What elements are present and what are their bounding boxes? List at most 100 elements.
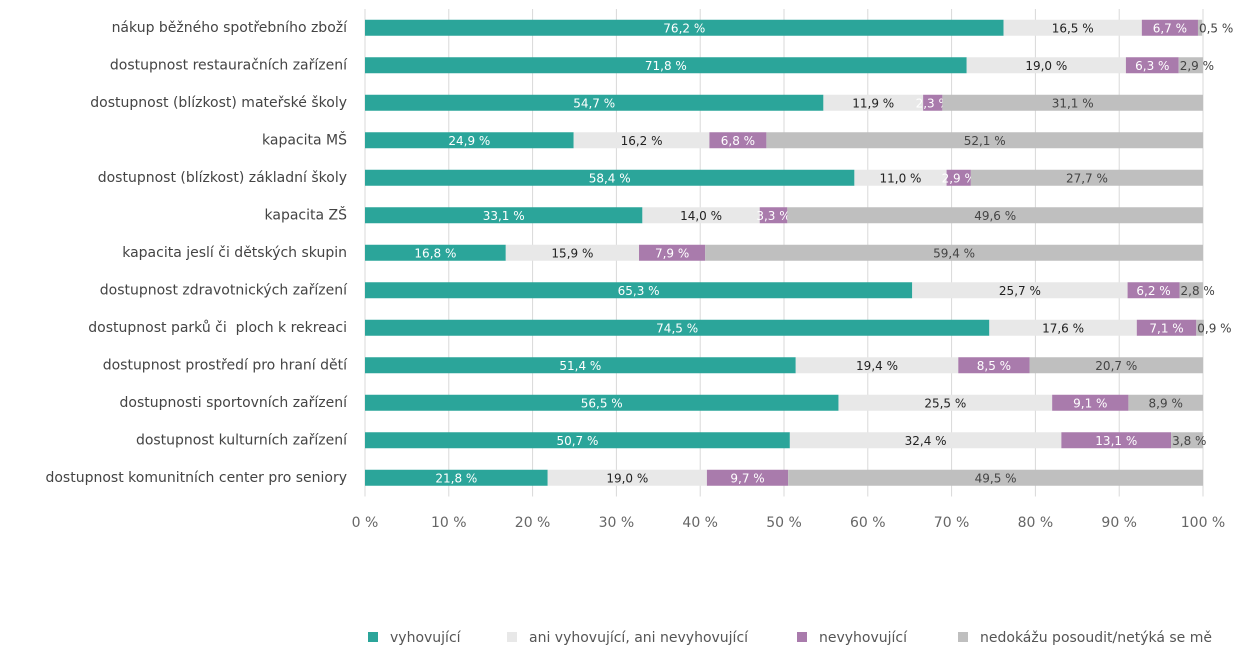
bar-segment — [706, 469, 789, 486]
legend-marker — [368, 632, 378, 642]
value-label: 71,8 % — [645, 59, 687, 73]
bar-segment — [1196, 319, 1204, 336]
bar-segment — [912, 282, 1128, 299]
y-tick-label: kapacita ZŠ — [265, 205, 348, 223]
value-label: 2,9 % — [1180, 59, 1214, 73]
value-label: 51,4 % — [559, 359, 601, 373]
bar-segment — [1179, 282, 1203, 299]
bar-segment — [789, 432, 1062, 449]
value-label: 11,9 % — [852, 96, 894, 110]
bar-segment — [639, 244, 706, 261]
y-tick-label: dostupnost (blízkost) mateřské školy — [90, 95, 347, 111]
bar-segment — [946, 169, 971, 186]
value-label: 3,8 % — [1172, 434, 1206, 448]
value-label: 6,8 % — [721, 134, 755, 148]
value-label: 8,5 % — [977, 359, 1011, 373]
value-label: 6,2 % — [1136, 284, 1170, 298]
value-label: 54,7 % — [573, 96, 615, 110]
legend-label: ani vyhovující, ani nevyhovující — [529, 630, 749, 646]
y-tick-label: dostupnost komunitních center pro senior… — [45, 470, 347, 486]
bar-segment — [989, 319, 1137, 336]
legend-marker — [958, 632, 968, 642]
bar-segment — [365, 282, 913, 299]
y-tick-label: dostupnost (blízkost) základní školy — [98, 170, 347, 186]
x-tick-label: 10 % — [431, 515, 467, 531]
x-tick-label: 50 % — [766, 515, 802, 531]
value-label: 49,6 % — [974, 209, 1016, 223]
value-label: 74,5 % — [656, 321, 698, 335]
value-label: 3,3 % — [756, 209, 790, 223]
x-tick-label: 20 % — [515, 515, 551, 531]
bar-segment — [365, 394, 839, 411]
bar-segment — [958, 357, 1030, 374]
bar-segment — [942, 94, 1203, 111]
bar-segment — [705, 244, 1203, 261]
bar-segment — [766, 132, 1203, 149]
bar-segment — [505, 244, 640, 261]
value-label: 32,4 % — [905, 434, 947, 448]
value-label: 19,4 % — [856, 359, 898, 373]
y-tick-label: kapacita MŠ — [262, 130, 347, 148]
value-label: 50,7 % — [556, 434, 598, 448]
bar-segment — [365, 94, 824, 111]
value-label: 58,4 % — [589, 171, 631, 185]
legend-label: vyhovující — [390, 630, 462, 646]
value-label: 9,7 % — [730, 471, 764, 485]
value-label: 24,9 % — [448, 134, 490, 148]
value-label: 27,7 % — [1066, 171, 1108, 185]
bar-segment — [1128, 394, 1203, 411]
x-tick-label: 100 % — [1181, 515, 1225, 531]
y-tick-label: dostupnost restauračních zařízení — [110, 57, 348, 73]
bar-segment — [1136, 319, 1197, 336]
value-label: 7,9 % — [655, 246, 689, 260]
value-label: 13,1 % — [1095, 434, 1137, 448]
value-label: 0,5 % — [1199, 21, 1233, 35]
y-tick-label: kapacita jeslí či dětských skupin — [122, 245, 347, 261]
y-tick-label: nákup běžného spotřebního zboží — [112, 20, 349, 36]
value-label: 20,7 % — [1095, 359, 1137, 373]
x-tick-label: 90 % — [1101, 515, 1137, 531]
bar-segment — [1125, 57, 1179, 74]
value-label: 15,9 % — [551, 246, 593, 260]
bar-segment — [365, 319, 990, 336]
legend-marker — [507, 632, 517, 642]
bar-segment — [795, 357, 959, 374]
bar-segment — [365, 244, 506, 261]
bar-segment — [1029, 357, 1203, 374]
legend-label: nedokážu posoudit/netýká se mě — [980, 630, 1212, 646]
bar-segment — [1127, 282, 1180, 299]
value-label: 49,5 % — [975, 471, 1017, 485]
value-label: 2,8 % — [1181, 284, 1215, 298]
bar-segment — [709, 132, 767, 149]
x-tick-label: 0 % — [352, 515, 379, 531]
bar-segment — [365, 357, 796, 374]
bar-segment — [642, 207, 760, 224]
bar-segment — [365, 132, 574, 149]
value-label: 31,1 % — [1052, 96, 1094, 110]
value-label: 2,9 % — [942, 171, 976, 185]
value-label: 17,6 % — [1042, 321, 1084, 335]
value-label: 16,5 % — [1052, 21, 1094, 35]
bar-segment — [365, 169, 855, 186]
y-tick-label: dostupnost prostředí pro hraní dětí — [103, 357, 348, 373]
bar-segment — [1178, 57, 1203, 74]
value-label: 0,9 % — [1197, 321, 1231, 335]
bar-segment — [365, 469, 548, 486]
legend-label: nevyhovující — [819, 630, 908, 646]
bar-segment — [365, 19, 1004, 36]
bar-segment — [365, 207, 643, 224]
bar-segment — [787, 207, 1203, 224]
bar-segment — [823, 94, 924, 111]
bar-segment — [970, 169, 1203, 186]
x-tick-label: 40 % — [682, 515, 718, 531]
y-tick-label: dostupnost kulturních zařízení — [136, 432, 348, 448]
y-tick-label: dostupnosti sportovních zařízení — [120, 395, 349, 411]
legend-marker — [797, 632, 807, 642]
value-label: 52,1 % — [964, 134, 1006, 148]
x-tick-label: 80 % — [1018, 515, 1054, 531]
x-tick-label: 70 % — [934, 515, 970, 531]
value-label: 11,0 % — [880, 171, 922, 185]
bar-segment — [923, 94, 943, 111]
bar-segment — [759, 207, 788, 224]
